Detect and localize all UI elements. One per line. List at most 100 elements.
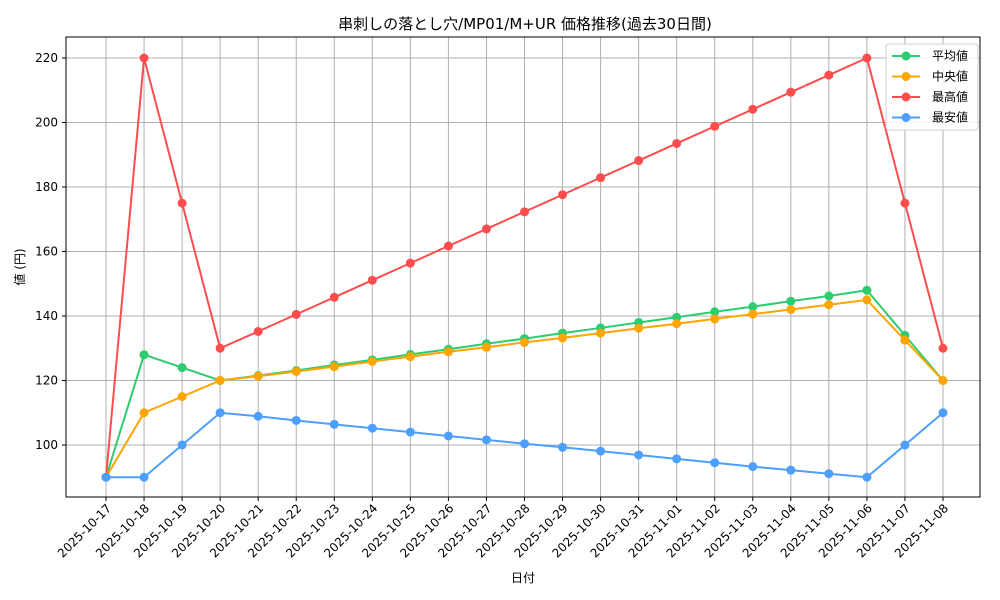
data-point xyxy=(596,173,606,183)
data-point xyxy=(938,376,948,385)
legend-label: 中央値 xyxy=(932,69,968,84)
data-point xyxy=(329,419,339,429)
data-point xyxy=(748,309,758,319)
data-point xyxy=(596,446,606,456)
y-tick-label: 140 xyxy=(35,309,58,323)
data-point xyxy=(139,53,149,63)
legend-item: 最高値 xyxy=(892,89,968,104)
legend-marker-icon xyxy=(901,113,911,122)
data-point xyxy=(481,435,491,445)
legend-item: 平均値 xyxy=(892,48,968,63)
data-point xyxy=(672,454,682,464)
data-point xyxy=(215,376,225,385)
legend-box xyxy=(885,43,979,131)
data-point xyxy=(215,343,225,353)
data-point xyxy=(710,458,720,468)
data-point xyxy=(177,363,187,373)
data-point xyxy=(443,431,453,441)
data-point xyxy=(139,350,149,360)
legend-item: 中央値 xyxy=(892,69,968,84)
data-point xyxy=(710,307,720,317)
data-point xyxy=(367,275,377,285)
data-point xyxy=(748,462,758,472)
y-tick-label: 200 xyxy=(35,116,58,130)
data-point xyxy=(748,302,758,312)
data-point xyxy=(443,347,453,357)
data-point xyxy=(520,207,529,217)
data-point xyxy=(672,319,682,329)
data-point xyxy=(177,198,187,208)
data-point xyxy=(291,309,301,319)
data-point xyxy=(862,53,872,63)
data-point xyxy=(558,190,568,200)
data-point xyxy=(786,296,796,306)
data-point xyxy=(139,472,149,482)
legend-label: 最高値 xyxy=(932,89,968,104)
data-point xyxy=(367,356,377,366)
data-point xyxy=(291,366,301,376)
data-point xyxy=(177,392,187,402)
data-point xyxy=(253,371,263,381)
data-point xyxy=(862,472,872,482)
x-axis-label: 日付 xyxy=(511,571,535,585)
data-point xyxy=(672,312,682,322)
y-axis-ticks: 100 120 140 160 180 200 220 xyxy=(35,51,66,452)
data-point xyxy=(634,323,644,333)
data-point xyxy=(329,362,339,372)
data-point xyxy=(329,292,339,302)
y-tick-label: 220 xyxy=(35,51,58,65)
data-point xyxy=(748,104,758,114)
series-line xyxy=(101,53,948,482)
data-point xyxy=(862,285,872,295)
data-point xyxy=(824,469,834,479)
data-point xyxy=(139,408,149,418)
data-point xyxy=(215,408,225,418)
data-point xyxy=(938,408,948,418)
data-point xyxy=(481,224,491,234)
data-point xyxy=(900,198,910,208)
data-point xyxy=(558,333,568,343)
chart-title: 串刺しの落とし穴/MP01/M+UR 価格推移(過去30日間) xyxy=(338,15,712,33)
data-point xyxy=(596,328,606,338)
data-point xyxy=(634,450,644,460)
legend-item: 最安値 xyxy=(892,110,968,125)
legend-marker-icon xyxy=(901,51,911,61)
data-point xyxy=(634,156,644,166)
y-axis-label: 値 (円) xyxy=(12,248,27,285)
data-series xyxy=(101,53,948,482)
data-point xyxy=(405,427,415,437)
data-point xyxy=(405,352,415,362)
data-point xyxy=(862,295,872,305)
data-point xyxy=(786,87,796,97)
data-point xyxy=(253,326,263,336)
data-point xyxy=(291,415,301,425)
data-point xyxy=(824,70,834,80)
data-point xyxy=(824,300,834,310)
data-point xyxy=(558,442,568,452)
data-point xyxy=(367,423,377,433)
series-line xyxy=(101,408,948,482)
data-point xyxy=(520,337,529,347)
data-point xyxy=(824,291,834,301)
y-tick-label: 100 xyxy=(35,438,58,452)
data-point xyxy=(443,241,453,251)
data-point xyxy=(786,465,796,475)
plot-frame xyxy=(65,36,981,498)
y-tick-label: 180 xyxy=(35,180,58,194)
legend-label: 平均値 xyxy=(932,48,968,63)
data-point xyxy=(405,258,415,268)
data-point xyxy=(101,472,111,482)
data-point xyxy=(900,335,910,345)
x-axis-ticks: 2025-10-172025-10-182025-10-192025-10-20… xyxy=(55,497,951,560)
data-point xyxy=(520,439,529,449)
y-tick-label: 120 xyxy=(35,374,58,388)
legend-label: 最安値 xyxy=(932,110,968,125)
data-point xyxy=(253,411,263,421)
data-point xyxy=(481,342,491,352)
data-point xyxy=(710,314,720,324)
legend-marker-icon xyxy=(901,72,911,81)
data-point xyxy=(938,343,948,353)
legend-marker-icon xyxy=(901,92,911,102)
